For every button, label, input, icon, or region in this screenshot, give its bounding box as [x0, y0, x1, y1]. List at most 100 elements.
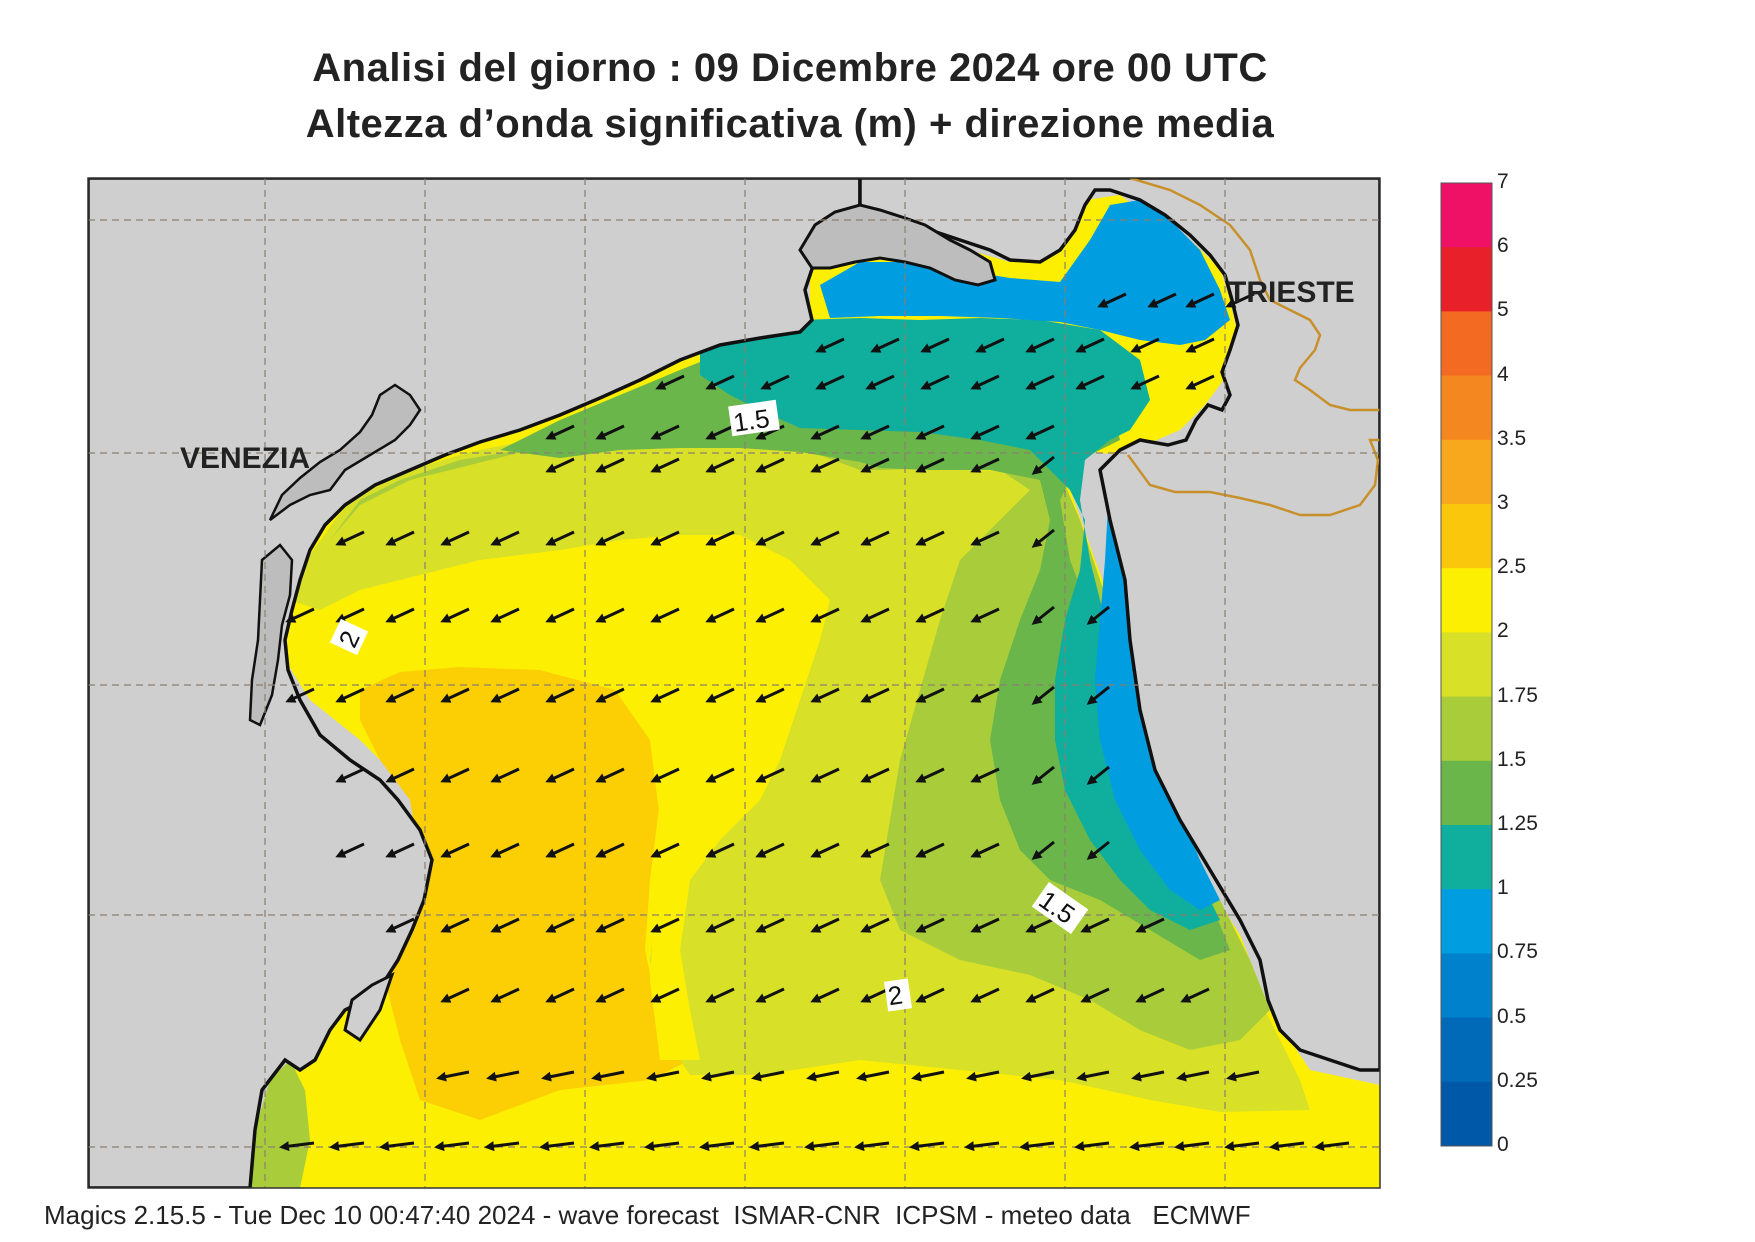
- svg-text:1.5: 1.5: [731, 403, 771, 438]
- wave-direction-arrow: [335, 607, 365, 623]
- wave-direction-arrow: [1031, 685, 1055, 705]
- wave-direction-arrow: [650, 767, 680, 783]
- legend-tick-label: 1.25: [1497, 812, 1538, 835]
- wave-direction-arrow: [1086, 605, 1110, 625]
- contour-label-4: 2: [884, 978, 912, 1012]
- contour-label-1: 1.5: [728, 399, 780, 438]
- po-delta: [343, 972, 395, 1043]
- wave-direction-arrow: [920, 374, 950, 390]
- wave-direction-arrow: [595, 457, 625, 473]
- wave-direction-arrow: [655, 374, 685, 390]
- legend-tick-label: 0.5: [1497, 1004, 1527, 1028]
- title-line-1: Analisi del giorno : 09 Dicembre 2024 or…: [312, 46, 1268, 90]
- wave-direction-arrow: [810, 424, 840, 440]
- land-north: [858, 178, 1380, 1072]
- wave-direction-arrow: [970, 374, 1000, 390]
- wave-direction-arrow: [644, 1141, 680, 1152]
- wave-direction-arrow: [490, 767, 520, 783]
- wave-direction-arrow: [440, 917, 470, 933]
- wave-direction-arrow: [705, 530, 735, 546]
- contour-label-2: 2: [329, 618, 369, 656]
- wave-direction-arrow: [1086, 840, 1110, 860]
- wave-direction-arrow: [915, 842, 945, 858]
- wave-direction-arrow: [755, 424, 785, 440]
- wave-direction-arrow: [870, 337, 900, 353]
- legend-color-bar: [1440, 182, 1493, 1147]
- wave-direction-arrow: [595, 687, 625, 703]
- wave-direction-arrow: [705, 607, 735, 623]
- legend-swatch: [1441, 375, 1492, 441]
- wave-direction-arrow: [545, 917, 575, 933]
- wave-direction-arrow: [911, 1070, 945, 1082]
- wave-direction-arrow: [385, 687, 415, 703]
- national-border: [1129, 178, 1380, 412]
- wave-direction-arrow: [595, 842, 625, 858]
- wave-direction-arrow: [440, 767, 470, 783]
- wave-direction-arrow: [285, 607, 315, 623]
- wave-direction-arrow: [545, 987, 575, 1003]
- wave-direction-arrow: [1075, 374, 1105, 390]
- wave-direction-arrow: [705, 424, 735, 440]
- legend-tick-label: 0: [1497, 1133, 1509, 1156]
- wave-direction-arrow: [915, 917, 945, 933]
- wave-direction-arrow: [1224, 1141, 1260, 1152]
- wave-direction-arrow: [815, 374, 845, 390]
- wave-direction-arrow: [860, 842, 890, 858]
- legend-swatch: [1441, 953, 1492, 1019]
- wave-zone-2-2.5-lobe: [330, 545, 815, 1060]
- wave-direction-arrow: [1129, 1141, 1165, 1152]
- wave-direction-arrow: [860, 687, 890, 703]
- wave-direction-arrow: [755, 607, 785, 623]
- legend-tick-label: 6: [1497, 234, 1509, 258]
- wave-direction-arrow: [970, 424, 1000, 440]
- wave-direction-arrow: [860, 767, 890, 783]
- wave-direction-arrow: [970, 917, 1000, 933]
- title-line-2: Altezza d’onda significativa (m) + direz…: [305, 102, 1275, 146]
- wave-direction-arrow: [1025, 337, 1055, 353]
- wave-direction-arrow: [539, 1141, 575, 1152]
- wave-direction-arrow: [650, 607, 680, 623]
- wave-direction-arrow: [650, 842, 680, 858]
- wave-direction-arrow: [920, 337, 950, 353]
- wave-direction-arrow: [860, 917, 890, 933]
- wave-direction-arrow: [810, 687, 840, 703]
- legend-tick-label: 1.75: [1497, 683, 1538, 707]
- wave-direction-arrow: [440, 987, 470, 1003]
- wave-direction-arrow: [1031, 455, 1055, 475]
- map-grid: [88, 178, 1380, 1188]
- wave-direction-arrow: [760, 374, 790, 390]
- wave-direction-arrow: [545, 457, 575, 473]
- wave-direction-arrow: [964, 1141, 1000, 1152]
- legend-tick-label: 1: [1497, 876, 1509, 900]
- wave-direction-arrow: [1314, 1141, 1350, 1152]
- legend-tick-label: 3.5: [1497, 426, 1527, 450]
- wave-direction-arrow: [970, 607, 1000, 623]
- wave-direction-arrow: [440, 530, 470, 546]
- legend-tick-label: 1.5: [1497, 747, 1527, 771]
- wave-direction-arrow: [1025, 374, 1055, 390]
- wave-direction-arrow: [484, 1141, 520, 1152]
- wave-direction-arrow: [335, 842, 365, 858]
- wave-direction-arrow: [865, 374, 895, 390]
- wave-zone-1.25-1.5: [500, 345, 1230, 960]
- wave-direction-arrow: [1135, 917, 1165, 933]
- wave-direction-arrow: [1131, 1070, 1165, 1082]
- wave-direction-arrow: [650, 917, 680, 933]
- wave-direction-arrow: [1130, 374, 1160, 390]
- wave-direction-arrow: [1147, 292, 1177, 308]
- wave-direction-arrow: [335, 687, 365, 703]
- wave-direction-arrow: [440, 607, 470, 623]
- wave-direction-arrow: [385, 607, 415, 623]
- wave-direction-arrow: [545, 424, 575, 440]
- wave-direction-arrow: [705, 374, 735, 390]
- wave-direction-arrow: [1031, 765, 1055, 785]
- wave-direction-arrow: [650, 987, 680, 1003]
- wave-direction-arrow: [1021, 1070, 1055, 1082]
- wave-direction-arrow: [434, 1141, 470, 1152]
- wave-direction-arrow: [1180, 987, 1210, 1003]
- city-label-trieste: TRIESTE: [1228, 276, 1355, 309]
- wave-direction-arrow: [591, 1070, 625, 1082]
- wave-direction-arrow: [810, 457, 840, 473]
- wave-direction-arrow: [860, 987, 890, 1003]
- wave-direction-arrow: [545, 767, 575, 783]
